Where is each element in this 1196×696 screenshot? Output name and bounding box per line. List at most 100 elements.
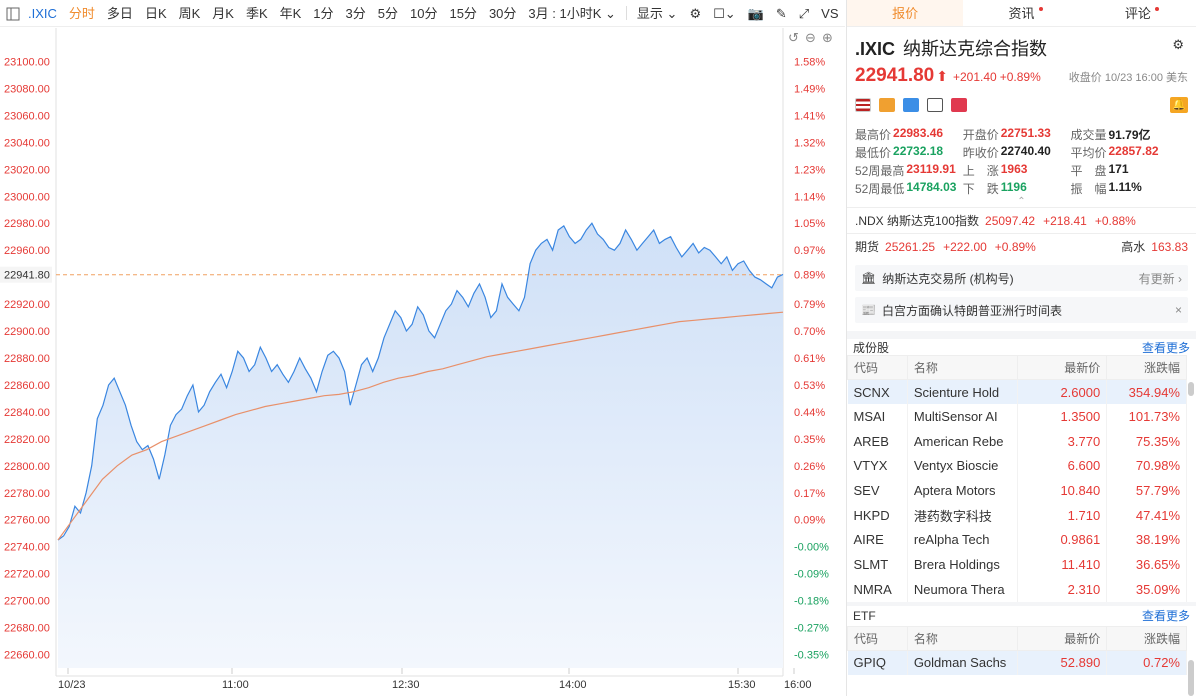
news-update-link[interactable]: 有更新 › [1138, 271, 1182, 286]
expand-icon[interactable]: ⌃ [1017, 196, 1026, 207]
components-more-link[interactable]: 查看更多 [1141, 340, 1190, 355]
column-header[interactable]: 最新价 [1016, 625, 1108, 651]
period-tab-3[interactable]: 周K [178, 5, 201, 21]
notification-dot [1038, 7, 1043, 11]
close-icon[interactable]: × [1174, 303, 1182, 317]
stat-cell: 下 跌 1196 [963, 180, 1071, 197]
intraday-chart[interactable]: 23100.00 1.58% 23080.00 1.49% 23060.00 1.41% 2… [0, 28, 845, 696]
cell-code: SCNX [847, 379, 908, 405]
table-row[interactable]: SEV Aptera Motors 10.840 57.79% [847, 478, 1187, 503]
cell-code: GPIQ [847, 650, 908, 675]
table-row[interactable]: VTYX Ventyx Bioscie 6.600 70.98% [847, 453, 1187, 479]
stat-value: 22740.40 [1000, 143, 1051, 158]
tag-icon[interactable] [903, 98, 919, 112]
table-row[interactable]: NMRA Neumora Thera 2.310 35.09% [847, 577, 1187, 602]
scrollbar-etf[interactable] [1188, 660, 1194, 696]
range-select[interactable]: 3月 : 1小时K ⌄ [522, 0, 622, 27]
table-row[interactable]: GPIQ Goldman Sachs 52.890 0.72% [847, 650, 1187, 675]
divider [625, 6, 627, 20]
stat-label: 最高价 [855, 127, 892, 142]
etf-more-link[interactable]: 查看更多 [1141, 609, 1190, 624]
draw-pen-icon[interactable]: ✎ [775, 5, 787, 21]
cell-price: 1.3500 [1017, 404, 1108, 429]
lightning-icon[interactable] [879, 98, 895, 112]
cell-price: 0.9861 [1017, 527, 1108, 553]
y-tick-label-right: 1.14% [794, 191, 825, 203]
layout-icon[interactable] [0, 0, 26, 27]
period-tab-0[interactable]: 分时 [68, 5, 95, 21]
news-text: 纳斯达克交易所 (机构号) [882, 271, 1014, 286]
period-tab-9[interactable]: 5分 [377, 5, 398, 21]
column-header[interactable]: 代码 [847, 625, 908, 651]
column-header[interactable]: 涨跌幅 [1106, 355, 1187, 380]
cell-code: MSAI [847, 404, 908, 429]
y-tick-label-right: 0.17% [794, 488, 825, 500]
period-tab-1[interactable]: 多日 [106, 5, 133, 21]
tab-label: 评论 [1124, 6, 1151, 21]
column-header[interactable]: 最新价 [1016, 355, 1108, 380]
settings-icon[interactable]: ⚙ [1172, 37, 1184, 52]
bell-icon[interactable]: 🔔 [1170, 97, 1188, 113]
cell-code: SLMT [847, 552, 908, 577]
column-header[interactable]: 涨跌幅 [1106, 625, 1187, 651]
y-tick-label-right: 1.05% [794, 218, 825, 230]
price-line: 22941.80 ⬆ +201.40 +0.89% 收盘价 10/23 16:0… [855, 65, 1188, 87]
scrollbar-components[interactable] [1188, 382, 1194, 396]
cell-code: AREB [847, 428, 908, 454]
period-tab-10[interactable]: 10分 [410, 5, 438, 21]
tab-0[interactable]: 报价 [847, 0, 964, 26]
related-quote-row[interactable]: .NDX 纳斯达克100指数 25097.42 +218.41 +0.88% [847, 207, 1196, 233]
period-tab-7[interactable]: 1分 [313, 5, 334, 21]
period-tab-8[interactable]: 3分 [345, 5, 366, 21]
cell-price: 2.310 [1017, 577, 1108, 602]
heart-icon[interactable] [951, 98, 967, 112]
column-header[interactable]: 代码 [847, 355, 908, 380]
y-tick-label-right: 1.41% [794, 110, 825, 122]
table-row[interactable]: SCNX Scienture Hold 2.6000 354.94% [847, 379, 1187, 405]
color-picker-button[interactable]: ☐⌄ [713, 5, 736, 21]
cell-price: 52.890 [1017, 650, 1108, 675]
period-tab-2[interactable]: 日K [144, 5, 167, 21]
stat-value: 22857.82 [1108, 143, 1159, 158]
table-row[interactable]: HKPD 港药数字科技 1.710 47.41% [847, 502, 1187, 528]
document-icon[interactable] [927, 98, 943, 112]
quote-change: +218.41 [1043, 213, 1087, 228]
compare-button[interactable]: VS [821, 5, 839, 21]
column-header[interactable]: 名称 [906, 625, 1018, 651]
table-row[interactable]: AIRE reAlpha Tech 0.9861 38.19% [847, 527, 1187, 553]
period-tab-5[interactable]: 季K [245, 5, 268, 21]
cell-name: Neumora Thera [907, 577, 1018, 602]
period-tab-12[interactable]: 30分 [488, 5, 517, 21]
news-item[interactable]: 📰 白宫方面确认特朗普亚洲行时间表 × [855, 297, 1188, 323]
cell-pct: 35.09% [1106, 577, 1187, 602]
related-quote-row[interactable]: 期货 25261.25 +222.00 +0.89% 高水 163.83 [847, 233, 1196, 259]
tab-1[interactable]: 资讯 [963, 0, 1079, 26]
tab-2[interactable]: 评论 [1080, 0, 1196, 26]
news-item[interactable]: 🏛 纳斯达克交易所 (机构号) 有更新 › [855, 265, 1188, 291]
period-tab-4[interactable]: 月K [212, 5, 234, 21]
y-tick-label-right: -0.18% [794, 596, 829, 608]
y-tick-label-left: 23060.00 [4, 110, 50, 122]
reset-icon[interactable]: ↺ [788, 30, 799, 45]
table-header-row: 代码 名称 最新价 涨跌幅 [847, 625, 1187, 651]
notification-dot [1154, 7, 1159, 11]
display-button[interactable]: 显示 ⌄ [631, 0, 684, 27]
stats-row: 最低价 22732.18 昨收价 22740.40 平均价 22857.82 [855, 143, 1188, 161]
stat-label: 昨收价 [962, 145, 999, 160]
chevron-down-icon: ⌄ [605, 5, 616, 21]
cell-name: MultiSensor AI [907, 404, 1018, 429]
camera-icon[interactable]: 📷 [747, 5, 764, 21]
zoom-in-icon[interactable]: ⊕ [822, 30, 833, 45]
table-row[interactable]: AREB American Rebe 3.770 75.35% [847, 428, 1187, 454]
y-tick-label-right: 0.26% [794, 461, 825, 473]
stat-label: 上 涨 [962, 163, 999, 178]
settings-icon[interactable]: ⚙ [689, 5, 702, 21]
period-tab-6[interactable]: 年K [279, 5, 302, 21]
cell-pct: 101.73% [1106, 404, 1187, 429]
period-tab-11[interactable]: 15分 [449, 5, 477, 21]
zoom-out-icon[interactable]: ⊖ [805, 30, 816, 45]
fullscreen-icon[interactable]: ⤢ [798, 5, 810, 21]
table-row[interactable]: MSAI MultiSensor AI 1.3500 101.73% [847, 404, 1187, 429]
table-row[interactable]: SLMT Brera Holdings 11.410 36.65% [847, 552, 1187, 577]
column-header[interactable]: 名称 [906, 355, 1018, 380]
